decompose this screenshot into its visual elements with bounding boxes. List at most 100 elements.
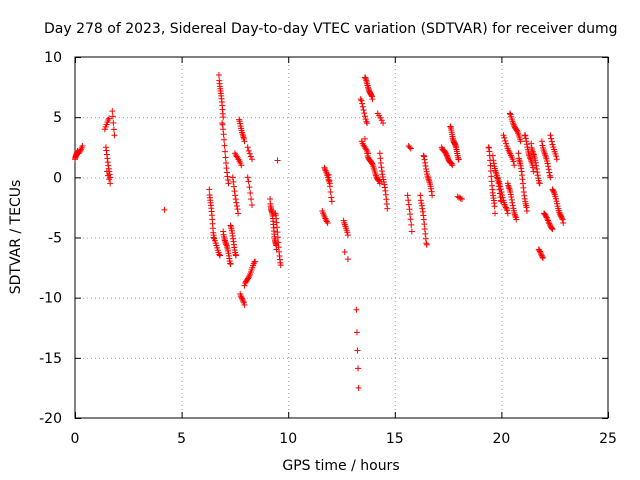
data-point [507,191,514,198]
data-point [553,198,560,205]
data-point [547,174,554,181]
data-point [232,252,239,259]
data-point [536,247,543,254]
data-point [425,174,432,181]
data-point [245,275,252,282]
data-point [326,183,333,190]
data-point [538,138,545,145]
data-point [487,162,494,169]
data-point [443,152,450,159]
data-point [492,210,499,217]
x-tick-labels: 0 5 10 15 20 25 [71,431,617,447]
data-point [161,206,168,213]
plot-area-frame [74,56,609,419]
data-point [427,183,434,190]
data-point [328,198,335,205]
data-point [522,132,529,139]
data-point [75,150,82,157]
data-point [504,207,511,214]
data-point [511,211,518,218]
data-point [532,159,539,166]
data-point [230,183,237,190]
x-tick-label: 15 [386,431,404,447]
data-point [361,110,368,117]
data-point [544,160,551,167]
data-point [358,97,365,104]
data-point [233,199,240,206]
data-point [429,192,436,199]
data-point [223,160,230,167]
data-point [560,220,567,227]
data-point [534,172,541,179]
data-point [111,132,118,139]
data-point [505,183,512,190]
data-point [546,220,553,227]
data-point [515,150,522,157]
data-point [354,347,361,354]
data-point [543,214,550,221]
data-point [539,253,546,260]
data-point [344,229,351,236]
data-point [216,252,223,259]
data-point [344,232,351,239]
data-point [550,188,557,195]
data-point [375,176,382,183]
data-point [274,157,281,164]
data-point [426,177,433,184]
data-point [222,148,229,155]
data-point [508,193,515,200]
data-point [510,158,517,165]
data-point [231,188,238,195]
data-point [364,120,371,127]
data-point [274,234,281,241]
x-axis-label: GPS time / hours [282,458,399,474]
data-point [327,188,334,195]
data-point [549,141,556,148]
data-point [428,185,435,192]
data-point [523,208,530,215]
y-tick-label: 0 [53,170,62,186]
data-point [455,156,462,163]
data-point [362,116,369,123]
data-point [408,221,415,228]
data-point [248,196,255,203]
data-point [404,192,411,199]
data-point [498,189,505,196]
data-point [405,197,412,204]
data-point [110,119,117,126]
data-point [502,203,509,210]
data-point [506,110,513,117]
data-point [221,136,228,143]
data-point [407,216,414,223]
data-point [241,138,248,145]
data-point [497,183,504,190]
data-point [539,254,546,261]
data-point [422,159,429,166]
data-point [221,142,228,149]
data-point [105,172,112,179]
data-point [364,150,371,157]
data-point [248,202,255,209]
data-point [502,204,509,211]
data-point [420,152,427,159]
data-point [245,147,252,154]
data-point [535,175,542,182]
axis-ticks [75,57,609,419]
data-point [246,150,253,157]
data-point [239,295,246,302]
data-point [490,157,497,164]
x-tick-label: 5 [177,431,186,447]
data-point [548,135,555,142]
data-point [372,172,379,179]
data-point [375,177,382,184]
data-point [508,196,515,203]
data-point [536,180,543,187]
data-point [109,113,116,120]
data-point [504,210,511,217]
data-point [225,180,232,187]
data-point [522,135,529,142]
data-point [240,298,247,305]
data-point [216,251,223,258]
data-point [378,117,385,124]
